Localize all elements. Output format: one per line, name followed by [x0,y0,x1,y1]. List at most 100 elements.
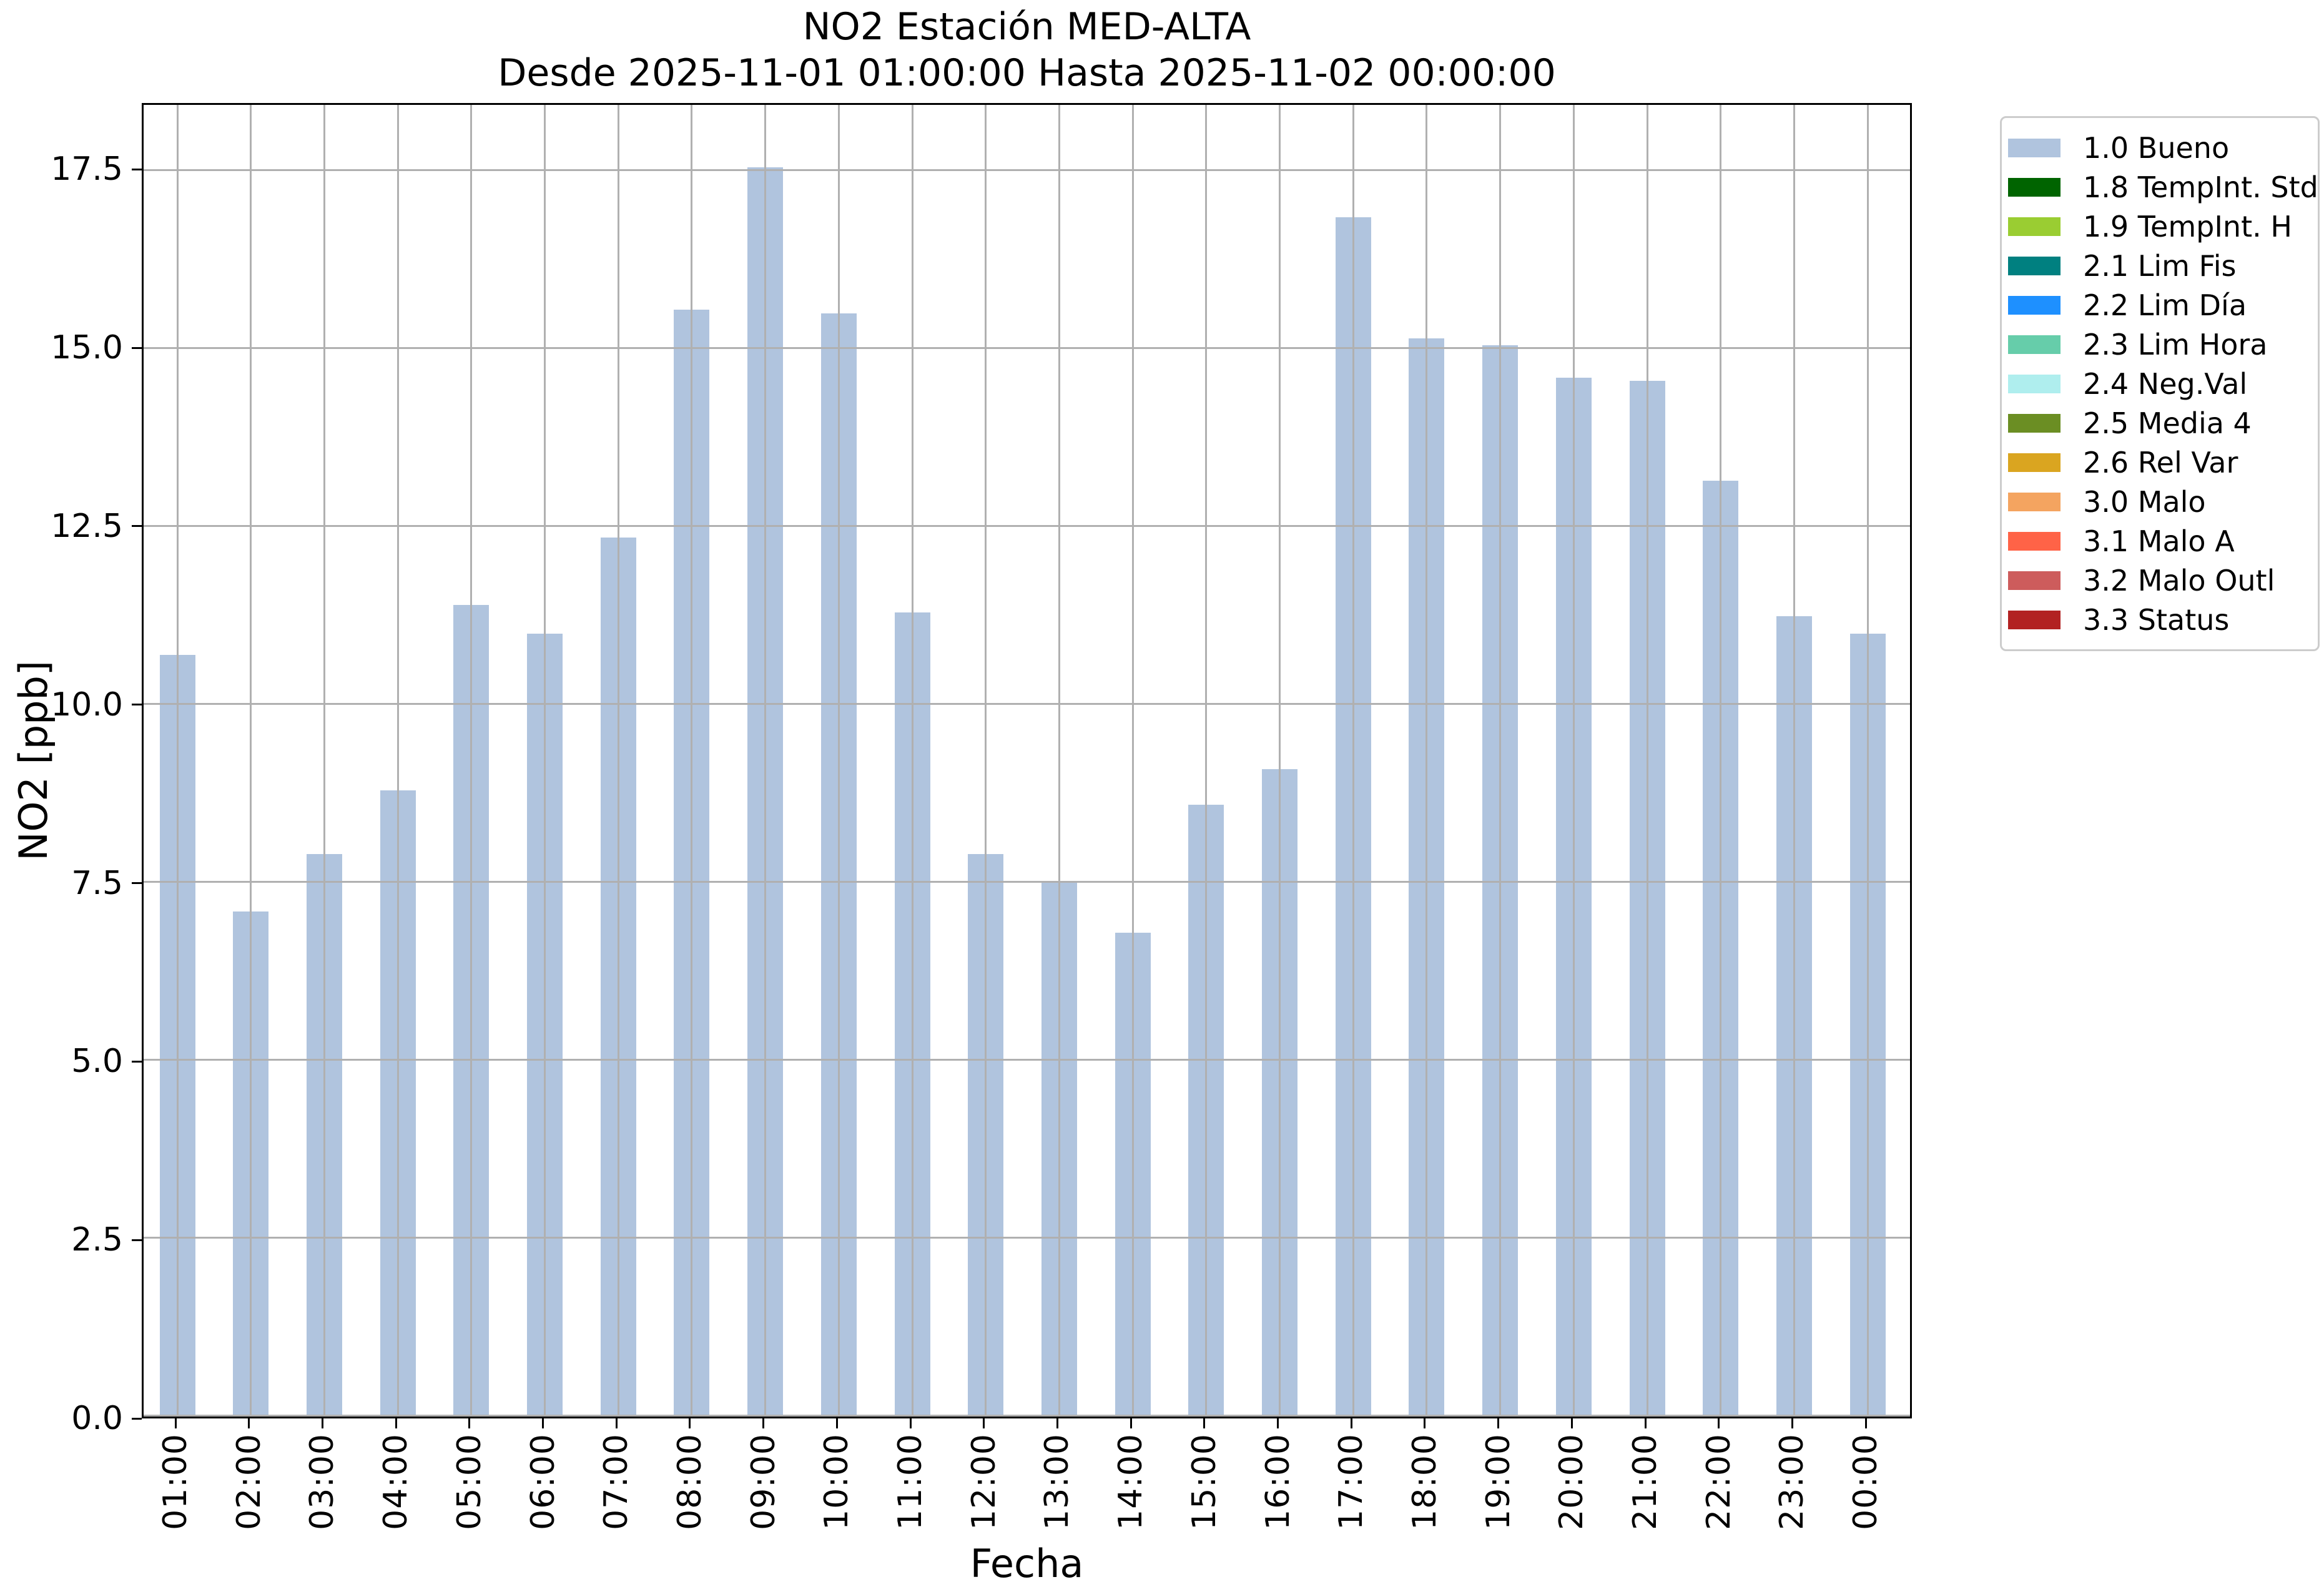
v-gridline [617,105,619,1417]
y-tick-label: 2.5 [71,1221,123,1259]
x-tick-mark [1277,1418,1279,1428]
x-tick-mark [1497,1418,1500,1428]
legend-swatch [2008,413,2061,433]
y-tick-mark [132,168,142,170]
x-tick-mark [1791,1418,1793,1428]
x-tick-label-text: 11:00 [892,1433,929,1530]
legend-label: 1.0 Bueno [2083,130,2230,165]
v-gridline [1279,105,1281,1417]
y-tick-mark [132,704,142,706]
v-gridline [1720,105,1722,1417]
v-gridline [250,105,252,1417]
chart-title-block: NO2 Estación MED-ALTA Desde 2025-11-01 0… [142,4,1912,96]
x-tick-label-13:00: 13:00 [1035,1433,1079,1530]
x-tick-mark [1570,1418,1573,1428]
x-tick-label-text: 00:00 [1847,1433,1885,1530]
h-gridline [144,1415,1910,1417]
x-tick-mark [909,1418,912,1428]
x-tick-mark [1424,1418,1426,1428]
plot-inner [144,105,1910,1417]
x-tick-label-11:00: 11:00 [889,1433,932,1530]
v-gridline [176,105,179,1417]
legend-label: 2.4 Neg.Val [2083,366,2248,401]
x-tick-mark [542,1418,544,1428]
v-gridline [544,105,546,1417]
x-tick-label-12:00: 12:00 [962,1433,1006,1530]
legend-label: 1.8 TempInt. Std [2083,170,2318,204]
legend-label: 3.0 Malo [2083,484,2206,519]
x-tick-label-text: 09:00 [744,1433,782,1530]
x-tick-mark [1350,1418,1352,1428]
h-gridline [144,347,1910,350]
h-gridline [144,703,1910,705]
legend-label: 2.6 Rel Var [2083,445,2238,479]
x-tick-label-text: 03:00 [303,1433,342,1530]
x-tick-label-text: 20:00 [1553,1433,1591,1530]
x-tick-label-text: 22:00 [1700,1433,1738,1530]
x-tick-label-22:00: 22:00 [1697,1433,1741,1530]
legend-label: 3.2 Malo Outl [2083,563,2275,597]
v-gridline [1205,105,1208,1417]
legend-item: 2.3 Lim Hora [2008,325,2307,364]
legend-swatch [2008,295,2061,315]
v-gridline [1646,105,1648,1417]
x-tick-mark [689,1418,691,1428]
x-tick-label-05:00: 05:00 [448,1433,491,1530]
x-tick-mark [615,1418,618,1428]
legend-label: 2.1 Lim Fis [2083,248,2237,283]
legend-item: 1.8 TempInt. Std [2008,167,2318,207]
x-tick-label-14:00: 14:00 [1109,1433,1153,1530]
y-tick-mark [132,1417,142,1420]
x-tick-label-text: 06:00 [524,1433,562,1530]
y-tick-label: 7.5 [71,864,123,902]
legend-item: 2.4 Neg.Val [2008,364,2307,403]
legend-item: 1.0 Bueno [2008,128,2307,167]
legend-swatch [2008,138,2061,157]
legend-swatch [2008,571,2061,590]
v-gridline [691,105,693,1417]
v-gridline [396,105,399,1417]
legend-item: 2.6 Rel Var [2008,443,2307,482]
x-tick-mark [395,1418,397,1428]
x-tick-label-text: 02:00 [230,1433,268,1530]
legend-item: 3.2 Malo Outl [2008,561,2307,600]
legend-item: 3.0 Malo [2008,482,2307,521]
x-tick-label-10:00: 10:00 [815,1433,859,1530]
v-gridline [1352,105,1354,1417]
legend-swatch [2008,610,2061,629]
x-tick-label-20:00: 20:00 [1550,1433,1593,1530]
h-gridline [144,1059,1910,1061]
x-tick-label-text: 15:00 [1185,1433,1223,1530]
v-gridline [1499,105,1502,1417]
v-gridline [985,105,987,1417]
x-tick-label-text: 18:00 [1406,1433,1444,1530]
h-gridline [144,525,1910,528]
x-tick-mark [174,1418,177,1428]
y-tick-label: 0.0 [71,1400,123,1437]
legend: 1.0 Bueno 1.8 TempInt. Std 1.9 TempInt. H 2… [2000,116,2320,651]
chart-title: NO2 Estación MED-ALTA [802,5,1251,49]
x-tick-label-text: 01:00 [157,1433,194,1530]
v-gridline [1572,105,1575,1417]
x-tick-label-text: 19:00 [1479,1433,1517,1530]
v-gridline [470,105,473,1417]
x-tick-label-21:00: 21:00 [1623,1433,1667,1530]
x-tick-label-03:00: 03:00 [300,1433,344,1530]
legend-swatch [2008,217,2061,236]
y-axis-label: NO2 [ppb] [10,661,56,861]
x-tick-mark [1718,1418,1720,1428]
v-gridline [1058,105,1060,1417]
v-gridline [911,105,913,1417]
legend-item: 3.3 Status [2008,600,2307,639]
x-tick-mark [1644,1418,1647,1428]
x-tick-label-04:00: 04:00 [374,1433,418,1530]
legend-label: 3.3 Status [2083,602,2230,637]
y-axis-label-wrap: NO2 [ppb] [10,103,56,1418]
legend-swatch [2008,177,2061,197]
h-gridline [144,1237,1910,1239]
legend-swatch [2008,453,2061,472]
x-tick-label-text: 05:00 [450,1433,488,1530]
legend-label: 3.1 Malo A [2083,524,2235,558]
legend-item: 2.2 Lim Día [2008,285,2307,325]
